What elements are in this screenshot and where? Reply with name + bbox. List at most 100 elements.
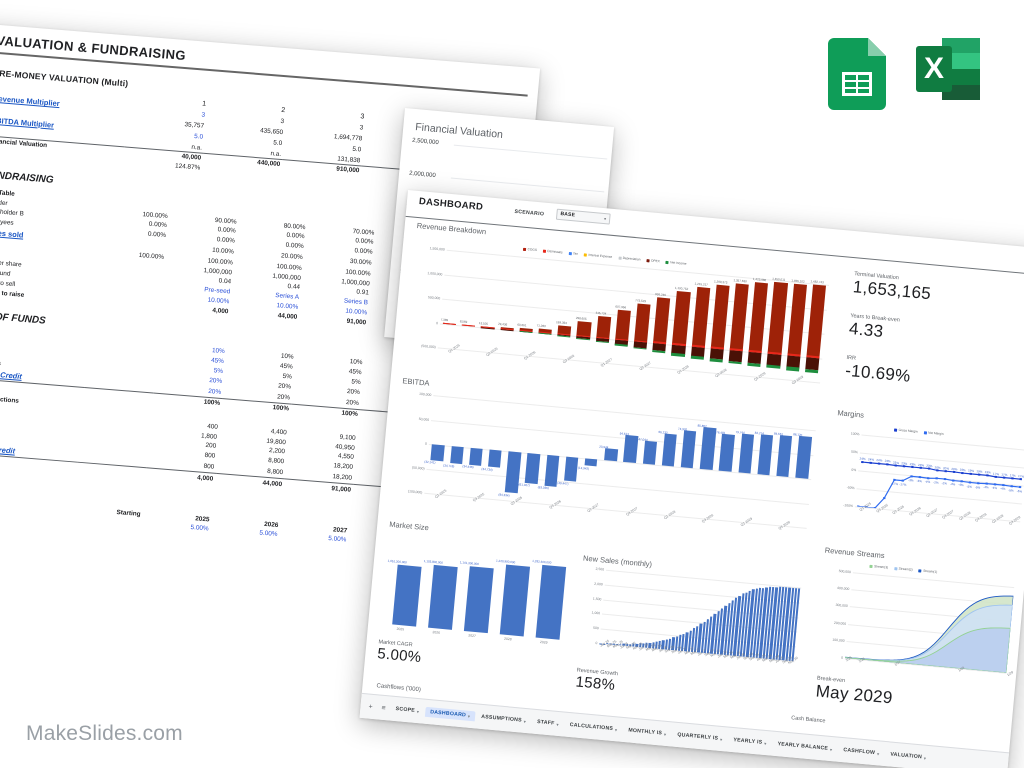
sheet-tab-dashboard[interactable]: DASHBOARD ▾	[424, 706, 476, 722]
y-tick: -50%	[846, 485, 855, 491]
y-tick: 50,000	[418, 416, 430, 422]
shares-sold-link[interactable]: Shares sold	[0, 227, 24, 240]
sheet-tab-cashflow[interactable]: CASHFLOW ▾	[838, 745, 885, 759]
revenue-streams-chart[interactable]: Revenue Streams Stream(3) Stream(2) Stream…	[813, 546, 1020, 691]
chevron-down-icon[interactable]: ▾	[829, 746, 833, 752]
new-sales-chart[interactable]: New Sales (monthly) 2,500 2,000 1,500 1,000…	[573, 554, 806, 684]
chevron-down-icon[interactable]: ▾	[663, 731, 667, 737]
sheet-tab-label: VALUATION	[890, 751, 923, 761]
bar[interactable]	[488, 449, 502, 468]
bar[interactable]	[615, 309, 631, 341]
sheet-tab-monthly-is[interactable]: MONTHLY IS ▾	[623, 725, 672, 739]
sheet-tab-valuation[interactable]: VALUATION ▾	[885, 749, 932, 763]
bar-segment-net-income	[766, 364, 780, 370]
bar[interactable]	[427, 564, 458, 630]
chevron-down-icon[interactable]: ▾	[556, 721, 560, 727]
bar-segment-net-income	[595, 340, 609, 344]
bar[interactable]	[504, 451, 521, 494]
sheet-tab-scope[interactable]: SCOPE ▾	[390, 704, 424, 717]
chevron-down-icon[interactable]: ▾	[614, 726, 618, 732]
sheet-tab-yearly-balance[interactable]: YEARLY BALANCE ▾	[772, 739, 838, 755]
bar[interactable]	[672, 290, 691, 346]
bar-segment-net-income	[633, 347, 647, 350]
data-label: (34,446)	[462, 464, 474, 470]
bar[interactable]	[391, 564, 422, 627]
bar[interactable]	[623, 435, 639, 463]
y-tick: 500	[592, 625, 599, 631]
bar[interactable]	[710, 284, 730, 350]
scenario-select[interactable]: BASE ▾	[555, 208, 611, 225]
y-tick: 2,000,000	[408, 170, 436, 180]
bar[interactable]	[642, 440, 657, 465]
chevron-down-icon[interactable]: ▾	[523, 718, 527, 724]
bar[interactable]	[787, 283, 807, 357]
data-label: 71,283	[536, 323, 546, 329]
bar[interactable]	[449, 446, 464, 465]
bar[interactable]	[680, 430, 697, 469]
y-tick: 1,000,000	[427, 270, 443, 276]
y-tick: 0	[595, 641, 598, 646]
bar[interactable]	[795, 435, 812, 479]
bar[interactable]	[535, 564, 566, 640]
y-tick: (100,000)	[407, 489, 423, 495]
dashboard-sheet[interactable]: DASHBOARD SCENARIO BASE ▾ Revenue Breakd…	[359, 190, 1024, 768]
bar[interactable]	[748, 281, 769, 353]
bar[interactable]	[806, 284, 826, 358]
data-label: -17%	[899, 482, 907, 487]
bar[interactable]	[563, 456, 579, 482]
bar[interactable]	[661, 433, 677, 467]
bar[interactable]	[757, 433, 774, 476]
y-tick: 0	[435, 320, 439, 325]
market-size-chart[interactable]: Market Size 1,051,200,000 1,103,800,000 1,…	[379, 520, 579, 657]
svg-text:X: X	[924, 52, 944, 85]
bar[interactable]	[691, 286, 711, 348]
chevron-down-icon[interactable]: ▾	[923, 755, 927, 761]
sheet-tab-label: YEARLY IS	[733, 737, 763, 746]
bar[interactable]	[738, 433, 754, 474]
bar[interactable]	[604, 448, 618, 462]
data-label: 1,220,900,000	[495, 558, 516, 565]
x-tick: 1/28	[957, 665, 966, 673]
sheet-tab-yearly-is[interactable]: YEARLY IS ▾	[728, 735, 772, 749]
bar[interactable]	[653, 296, 671, 344]
supplier-credit-link-2[interactable]: Supplier Credit	[0, 442, 16, 456]
data-label: 23%	[917, 462, 925, 468]
legend-label: Net Income	[670, 260, 687, 266]
bar[interactable]	[699, 426, 717, 470]
data-label: 17%	[992, 471, 1000, 477]
revenue-breakdown-chart[interactable]: Revenue Breakdown COGS Dismissals Tax Inter…	[403, 221, 835, 409]
bar[interactable]	[719, 433, 735, 472]
legend-label: Net Margin	[927, 430, 944, 437]
sheet-tab-quarterly-is[interactable]: QUARTERLY IS ▾	[672, 729, 728, 744]
y-tick: 0	[840, 655, 844, 660]
bar[interactable]	[595, 315, 611, 339]
data-label: 1,141,300,000	[459, 560, 480, 566]
chevron-down-icon[interactable]: ▾	[416, 708, 420, 714]
all-sheets-icon[interactable]: ≡	[381, 704, 387, 712]
chevron-down-icon[interactable]: ▾	[467, 713, 471, 719]
chevron-down-icon[interactable]: ▾	[876, 750, 880, 756]
bar[interactable]	[499, 564, 530, 637]
legend-label: Stream(2)	[898, 566, 913, 572]
data-label: 1,051,200,000	[387, 558, 407, 565]
bar[interactable]	[768, 282, 788, 355]
bar[interactable]	[634, 302, 651, 343]
bar[interactable]	[430, 444, 445, 462]
chevron-down-icon[interactable]: ▾	[764, 740, 767, 746]
sheet-tab-staff[interactable]: STAFF ▾	[532, 717, 565, 730]
margins-chart[interactable]: Margins Gross Margin Net Margin 24% 24% 24%…	[827, 408, 1024, 543]
supplier-credit-link[interactable]: Supplier Credit	[0, 367, 23, 381]
bar[interactable]	[463, 566, 494, 634]
bar[interactable]	[776, 434, 793, 478]
add-sheet-icon[interactable]: +	[368, 703, 373, 711]
bar[interactable]	[729, 283, 749, 351]
bar[interactable]	[468, 447, 483, 466]
sheet-tab-assumptions[interactable]: ASSUMPTIONS ▾	[476, 711, 532, 726]
data-label: 24%	[859, 456, 866, 462]
chevron-down-icon[interactable]: ▾	[719, 736, 723, 742]
break-even-kpi: Break-even May 2029	[815, 675, 894, 708]
bar-segment-net-income	[671, 353, 685, 357]
sheet-tab-calculations[interactable]: CALCULATIONS ▾	[564, 720, 622, 735]
legend-label: COGS	[527, 247, 538, 253]
